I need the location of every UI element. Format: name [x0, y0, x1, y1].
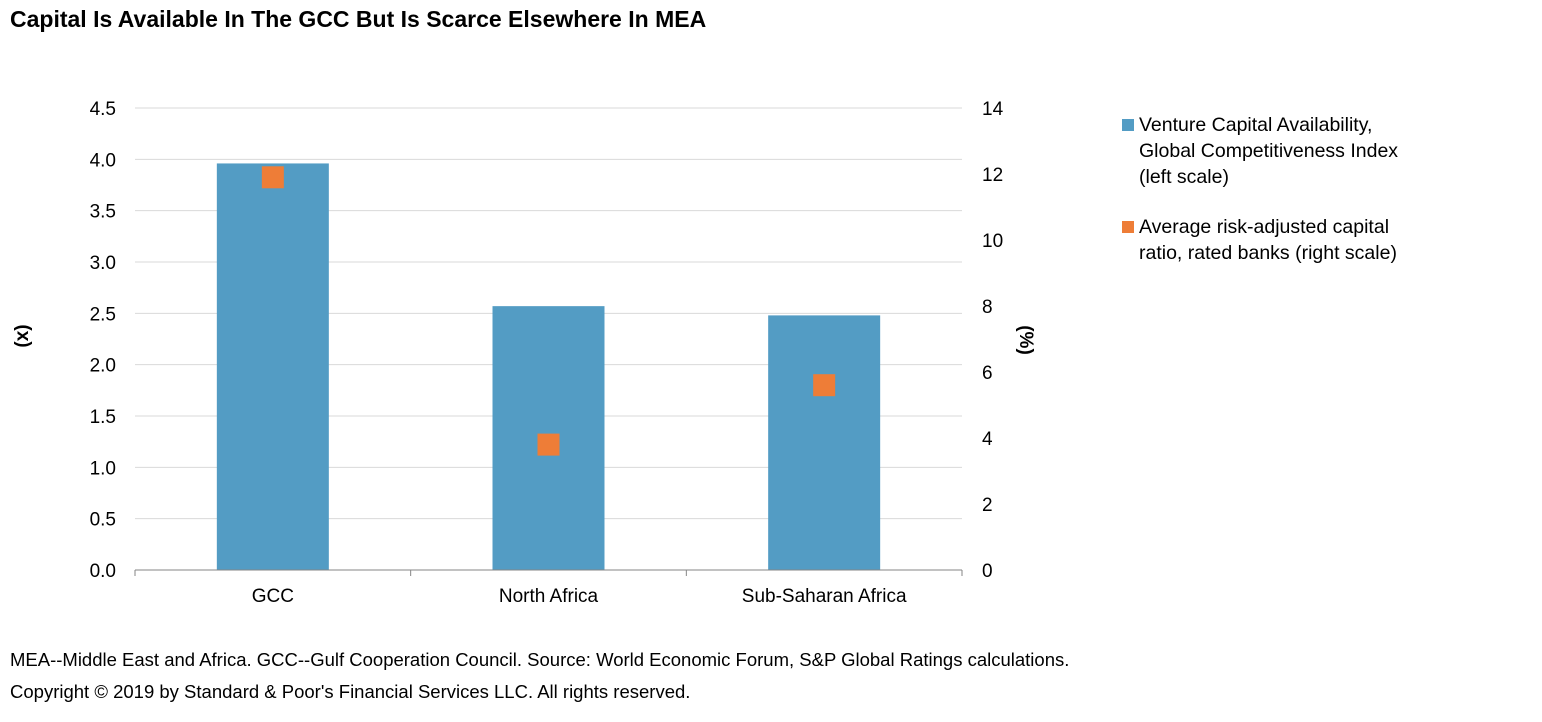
- right-tick-label: 6: [982, 363, 993, 384]
- left-axis-title: (x): [12, 324, 33, 347]
- right-axis-title: (%): [1015, 325, 1036, 355]
- legend-item-capital-ratio: Average risk-adjusted capital ratio, rat…: [1122, 214, 1532, 266]
- right-tick-label: 0: [982, 561, 993, 582]
- legend-item-venture-capital: Venture Capital Availability, Global Com…: [1122, 112, 1532, 190]
- marker-point: [813, 374, 836, 397]
- marker-point: [261, 166, 284, 189]
- right-tick-label: 14: [982, 99, 1004, 120]
- category-label: Sub-Saharan Africa: [742, 586, 907, 607]
- left-tick-label: 2.0: [90, 356, 116, 377]
- marker-series: [261, 166, 836, 456]
- left-tick-label: 0.5: [90, 510, 116, 531]
- category-label: GCC: [252, 586, 294, 607]
- legend-label-line: Global Competitiveness Index: [1139, 140, 1399, 162]
- bar-series: [216, 163, 881, 570]
- right-tick-label: 10: [982, 231, 1003, 252]
- left-tick-label: 3.5: [90, 202, 116, 223]
- bar: [768, 315, 881, 570]
- legend: Venture Capital Availability, Global Com…: [1122, 112, 1532, 290]
- copyright-notice: Copyright © 2019 by Standard & Poor's Fi…: [10, 681, 691, 702]
- left-tick-label: 4.5: [90, 99, 116, 120]
- category-labels: GCC North Africa Sub-Saharan Africa: [252, 586, 907, 607]
- left-tick-label: 0.0: [90, 561, 116, 582]
- left-axis-ticks: 0.0 0.5 1.0 1.5 2.0 2.5 3.0 3.5 4.0 4.5: [90, 99, 116, 582]
- left-tick-label: 4.0: [90, 150, 116, 171]
- legend-label-line: Venture Capital Availability,: [1139, 114, 1373, 136]
- right-axis-ticks: 0 2 4 6 8 10 12 14: [982, 99, 1004, 582]
- chart-title: Capital Is Available In The GCC But Is S…: [10, 6, 707, 32]
- category-label: North Africa: [499, 586, 599, 607]
- left-tick-label: 3.0: [90, 253, 116, 274]
- chart-plot: 0.0 0.5 1.0 1.5 2.0 2.5 3.0 3.5 4.0 4.5 0 2 4 6 8 10 12…: [12, 99, 1036, 607]
- right-tick-label: 12: [982, 165, 1003, 186]
- marker-point: [537, 433, 560, 456]
- left-tick-label: 1.5: [90, 407, 116, 428]
- right-tick-label: 8: [982, 297, 993, 318]
- legend-swatch-orange: [1122, 221, 1134, 233]
- legend-swatch-blue: [1122, 119, 1134, 131]
- legend-label-line: ratio, rated banks (right scale): [1139, 242, 1397, 264]
- left-tick-label: 2.5: [90, 304, 116, 325]
- left-tick-label: 1.0: [90, 458, 116, 479]
- x-axis: [134, 569, 963, 576]
- right-tick-label: 2: [982, 495, 993, 516]
- legend-label-line: (left scale): [1139, 166, 1229, 188]
- bar: [216, 163, 329, 570]
- legend-label-line: Average risk-adjusted capital: [1139, 216, 1390, 238]
- right-tick-label: 4: [982, 429, 993, 450]
- source-footnote: MEA--Middle East and Africa. GCC--Gulf C…: [10, 649, 1070, 670]
